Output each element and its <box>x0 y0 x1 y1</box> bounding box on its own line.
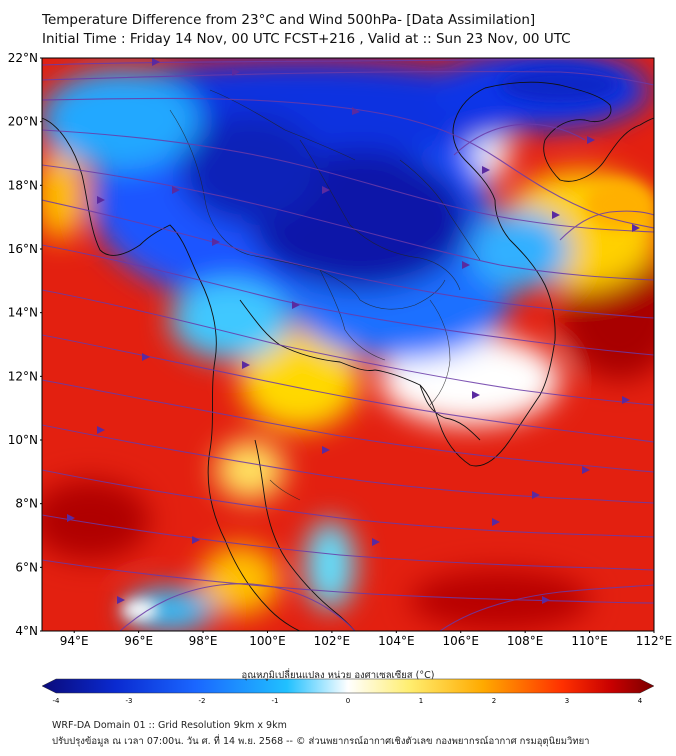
colorbar-ticks: -4 -3 -2 -1 0 1 2 3 4 <box>53 697 643 705</box>
lat-tick-label: 18°N <box>8 178 38 192</box>
lon-tick-label: 106°E <box>442 634 479 648</box>
lat-tick-label: 10°N <box>8 433 38 447</box>
longitude-axis: 94°E 96°E 98°E 100°E 102°E 104°E 106°E 108°E 110… <box>60 631 672 648</box>
lat-tick-label: 14°N <box>8 306 38 320</box>
lat-tick-label: 12°N <box>8 369 38 383</box>
footer-credit: ปรับปรุงข้อมูล ณ เวลา 07:00น. วัน ศ. ที่… <box>52 736 590 747</box>
colorbar-tick-label: -1 <box>272 697 279 705</box>
lon-tick-label: 108°E <box>507 634 544 648</box>
colorbar-tick-label: -2 <box>199 697 206 705</box>
lat-tick-label: 20°N <box>8 115 38 129</box>
wind-arrowheads <box>67 58 640 604</box>
lat-tick-label: 22°N <box>8 51 38 65</box>
lon-tick-label: 98°E <box>189 634 218 648</box>
map-title: Temperature Difference from 23°C and Win… <box>42 12 536 28</box>
lon-tick-label: 96°E <box>124 634 153 648</box>
colorbar-tick-label: -3 <box>126 697 133 705</box>
lat-tick-label: 16°N <box>8 242 38 256</box>
lat-tick-label: 8°N <box>15 497 38 511</box>
coastline <box>42 81 654 631</box>
lon-tick-label: 102°E <box>314 634 351 648</box>
colorbar-tick-label: 1 <box>419 697 423 705</box>
temperature-field <box>42 58 654 631</box>
colorbar-tick-label: 3 <box>565 697 569 705</box>
lon-tick-label: 100°E <box>249 634 286 648</box>
plot-frame <box>41 57 655 632</box>
colorbar-tick-label: 4 <box>638 697 643 705</box>
lat-tick-label: 4°N <box>15 624 38 638</box>
lon-tick-label: 94°E <box>60 634 89 648</box>
lon-tick-label: 112°E <box>636 634 673 648</box>
lat-tick-label: 6°N <box>15 560 38 574</box>
colorbar: -4 -3 -2 -1 0 1 2 3 4 <box>41 678 655 705</box>
latitude-axis: 22°N 20°N 18°N 16°N 14°N 12°N 10°N 8°N 6°N 4°N <box>8 51 42 638</box>
footer-model-info: WRF-DA Domain 01 :: Grid Resolution 9km … <box>52 720 287 731</box>
map-subtitle: Initial Time : Friday 14 Nov, 00 UTC FCS… <box>42 31 571 47</box>
lon-tick-label: 104°E <box>378 634 415 648</box>
wind-streamlines <box>42 58 654 631</box>
lon-tick-label: 110°E <box>571 634 608 648</box>
colorbar-tick-label: -4 <box>53 697 61 705</box>
colorbar-gradient <box>41 678 655 694</box>
colorbar-tick-label: 0 <box>346 697 350 705</box>
colorbar-label: อุณหภูมิเปลี่ยนแปลง หน่วย องศาเซลเซียส (… <box>241 670 435 681</box>
colorbar-tick-label: 2 <box>492 697 496 705</box>
